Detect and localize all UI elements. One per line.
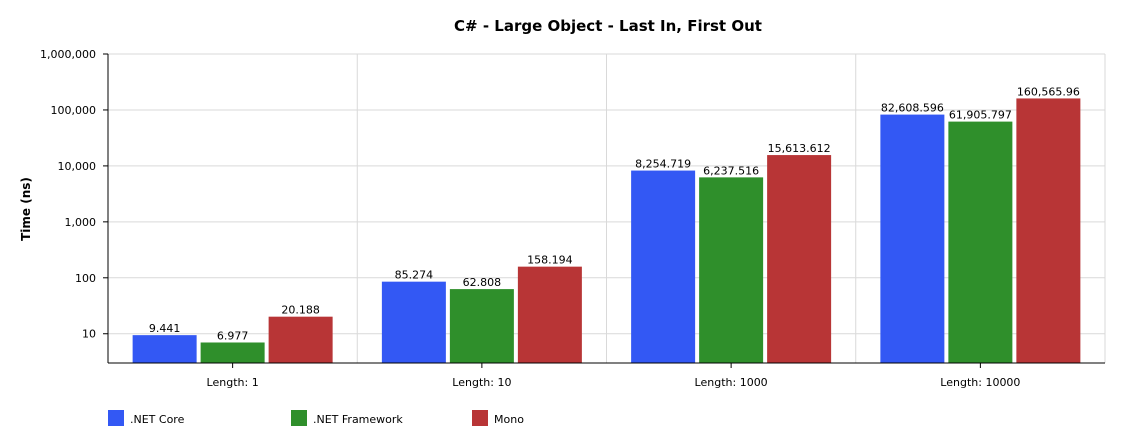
- data-label: 158.194: [527, 254, 573, 267]
- y-tick-label: 100,000: [51, 104, 97, 117]
- bar: [1016, 98, 1081, 363]
- x-tick-label: Length: 10: [452, 376, 511, 389]
- bar: [132, 335, 197, 363]
- bar: [699, 177, 764, 363]
- data-label: 15,613.612: [768, 142, 831, 155]
- data-label: 85.274: [395, 269, 434, 282]
- data-label: 20.188: [281, 304, 320, 317]
- y-axis-label: Time (ns): [19, 177, 33, 241]
- legend-swatch: [472, 410, 488, 426]
- data-label: 61,905.797: [949, 109, 1012, 122]
- data-label: 62.808: [463, 276, 502, 289]
- data-label: 6,237.516: [703, 164, 759, 177]
- bar: [631, 170, 696, 363]
- bar: [767, 155, 832, 363]
- chart-title: C# - Large Object - Last In, First Out: [454, 17, 762, 35]
- y-tick-label: 10,000: [58, 160, 97, 173]
- bar: [381, 281, 446, 363]
- x-tick-label: Length: 1000: [695, 376, 768, 389]
- data-label: 6.977: [217, 329, 249, 342]
- x-tick-label: Length: 10000: [940, 376, 1020, 389]
- axis-layer: 10 100 1,000 10,000 100,000 1,000,000 Length: …: [40, 48, 1105, 389]
- data-label: 8,254.719: [635, 158, 691, 171]
- data-label: 9.441: [149, 322, 181, 335]
- y-tick-label: 10: [82, 328, 96, 341]
- data-label-layer: 9.441 6.977 20.188 85.274 62.808 158.194 8,254…: [149, 85, 1080, 342]
- legend-label: .NET Framework: [313, 413, 403, 426]
- y-tick-label: 100: [75, 272, 96, 285]
- x-tick-label: Length: 1: [207, 376, 259, 389]
- data-label: 82,608.596: [881, 102, 944, 115]
- bar-layer: [132, 98, 1081, 363]
- bar: [880, 114, 945, 363]
- legend-swatch: [108, 410, 124, 426]
- y-tick-label: 1,000: [65, 216, 97, 229]
- bar: [517, 266, 582, 363]
- legend-swatch: [291, 410, 307, 426]
- legend: .NET Core .NET Framework Mono: [108, 410, 524, 426]
- bar: [449, 289, 514, 363]
- legend-label: .NET Core: [130, 413, 185, 426]
- legend-label: Mono: [494, 413, 524, 426]
- bar: [948, 121, 1013, 363]
- bar: [200, 342, 265, 363]
- data-label: 160,565.96: [1017, 85, 1080, 98]
- bar: [268, 316, 333, 363]
- y-tick-label: 1,000,000: [40, 48, 96, 61]
